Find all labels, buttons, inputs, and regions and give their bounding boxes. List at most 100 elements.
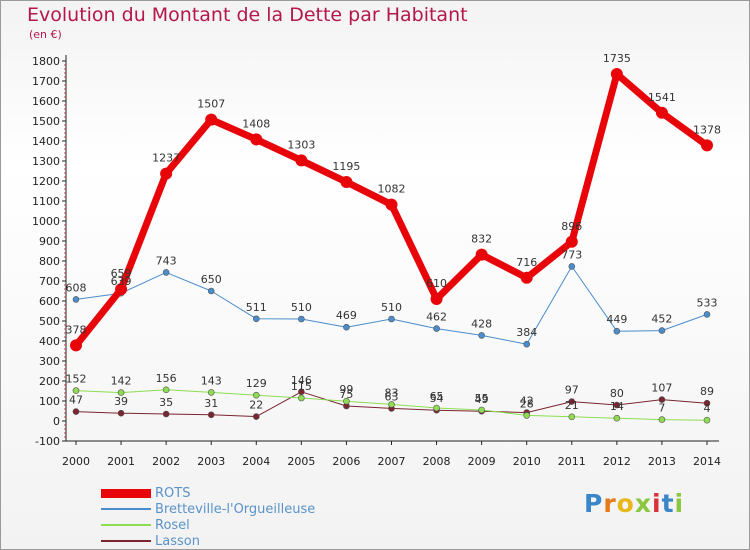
legend-swatch	[101, 508, 151, 510]
data-point	[701, 139, 713, 152]
data-point	[207, 287, 215, 295]
y-tick-label: 1200	[32, 175, 60, 188]
data-point	[610, 68, 623, 80]
series-rosel	[72, 386, 711, 424]
x-tick-label: 2012	[603, 455, 631, 468]
data-label: 83	[385, 386, 399, 399]
data-label: 115	[291, 380, 312, 393]
x-tick-label: 2014	[693, 455, 721, 468]
data-label: 99	[339, 383, 353, 396]
data-label: 832	[471, 233, 492, 246]
legend-item: Rosel	[101, 517, 315, 533]
data-label: 659	[111, 267, 132, 280]
data-point	[252, 413, 260, 420]
data-point	[252, 391, 260, 399]
data-point	[205, 113, 218, 126]
data-point	[703, 311, 711, 318]
data-label: 608	[66, 281, 87, 294]
data-label: 21	[565, 399, 579, 412]
data-point	[475, 248, 488, 261]
data-point	[613, 327, 621, 335]
data-point	[478, 406, 485, 414]
proxiti-logo: Proxiti	[584, 489, 684, 518]
legend-label: Bretteville-l'Orgueilleuse	[155, 501, 316, 517]
data-label: 510	[291, 301, 312, 314]
series-lasson	[72, 388, 711, 420]
y-tick-label: 400	[39, 335, 60, 348]
data-label: 510	[381, 301, 402, 314]
data-label: 152	[66, 373, 87, 386]
legend-label: Lasson	[155, 533, 200, 549]
data-label: 156	[156, 372, 177, 385]
data-label: 1303	[287, 138, 315, 151]
data-label: 54	[430, 392, 444, 405]
x-tick-label: 2003	[197, 455, 225, 468]
logo-letter: P	[584, 489, 604, 518]
data-label: 39	[114, 395, 128, 408]
legend-label: Rosel	[155, 517, 190, 533]
chart-subtitle: (en €)	[29, 28, 62, 41]
y-tick-label: 0	[53, 415, 60, 428]
data-label: 49	[475, 393, 489, 406]
data-point	[340, 176, 353, 188]
data-point	[433, 325, 440, 332]
logo-letter: r	[603, 489, 617, 518]
data-label: 28	[520, 397, 534, 410]
data-point	[250, 133, 263, 146]
x-tick-label: 2010	[513, 455, 541, 468]
data-label: 129	[246, 377, 267, 390]
data-point	[207, 389, 215, 396]
data-label: 452	[651, 313, 672, 326]
y-tick-label: 1300	[32, 155, 60, 168]
data-label: 107	[651, 382, 672, 395]
data-label: 610	[426, 277, 447, 290]
data-label: 42	[520, 395, 534, 408]
x-tick-label: 2005	[287, 455, 315, 468]
data-label: 7	[658, 402, 665, 415]
data-label: 462	[426, 311, 447, 324]
data-label: 65	[430, 390, 444, 403]
logo-letter: o	[616, 489, 635, 518]
data-label: 1237	[152, 152, 180, 165]
x-tick-label: 2001	[107, 455, 135, 468]
y-tick-label: 1400	[32, 135, 60, 148]
data-point	[162, 410, 170, 418]
data-label: 1507	[197, 98, 225, 111]
data-label: 97	[565, 384, 579, 397]
y-tick-label: 200	[39, 375, 60, 388]
data-label: 1735	[603, 52, 631, 65]
axes: -100 0 100 200 300 400 500 600 700 800 900 1000 1100…	[32, 55, 721, 468]
x-tick-label: 2011	[558, 455, 586, 468]
series-layer	[70, 68, 713, 424]
y-tick-label: 1500	[32, 115, 60, 128]
logo-letter: t	[661, 489, 675, 518]
data-point	[72, 408, 80, 415]
data-point	[568, 398, 576, 405]
data-point	[388, 401, 395, 408]
y-tick-label: 600	[39, 295, 60, 308]
data-point	[72, 387, 80, 394]
data-label: 55	[475, 392, 489, 405]
logo-letter: x	[634, 489, 652, 518]
y-tick-label: 500	[39, 315, 60, 328]
data-point	[568, 413, 576, 421]
data-label: 142	[111, 375, 132, 388]
data-label: 533	[697, 296, 718, 309]
data-point	[703, 399, 711, 407]
legend-swatch	[101, 524, 151, 526]
data-label: 773	[561, 248, 582, 261]
x-tick-label: 2013	[648, 455, 676, 468]
data-point	[703, 416, 711, 424]
data-point	[207, 411, 215, 419]
series-rots	[70, 68, 713, 352]
data-point	[385, 198, 398, 211]
data-point	[343, 323, 350, 331]
data-point	[523, 340, 531, 348]
y-tick-label: 1000	[32, 215, 60, 228]
data-label: 31	[204, 397, 218, 410]
legend-label: ROTS	[155, 485, 191, 501]
y-tick-label: 800	[39, 255, 60, 268]
data-point	[658, 396, 666, 403]
